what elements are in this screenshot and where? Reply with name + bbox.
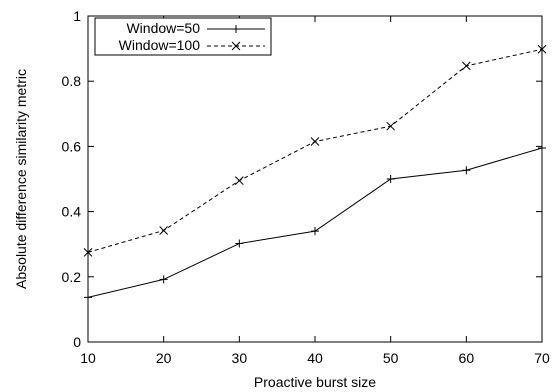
data-point (159, 226, 169, 235)
data-point (386, 175, 395, 183)
x-tick-label: 50 (383, 350, 399, 366)
y-axis: 0 0.2 0.4 0.6 0.8 1 (62, 8, 542, 350)
data-point (84, 293, 92, 302)
data-point (461, 61, 471, 71)
legend-label-window-100: Window=100 (119, 37, 201, 53)
legend-marker-1 (232, 25, 240, 33)
series-layer (83, 44, 547, 302)
y-tick-label: 1 (73, 8, 81, 24)
series-2 (83, 44, 547, 257)
data-point (386, 121, 396, 131)
x-axis: 10 20 30 40 50 60 70 (80, 16, 550, 366)
legend: Window=50 Window=100 (94, 17, 272, 56)
plot-frame (87, 15, 543, 343)
series-line-2 (87, 48, 543, 253)
x-tick-label: 60 (459, 350, 475, 366)
y-tick-label: 0.8 (62, 73, 82, 89)
data-point (311, 227, 319, 236)
x-tick-label: 70 (534, 350, 550, 366)
series-1 (84, 144, 546, 302)
x-tick-label: 30 (232, 350, 248, 366)
x-tick-label: 40 (307, 350, 323, 366)
x-tick-label: 20 (156, 350, 172, 366)
data-point (310, 137, 320, 146)
x-tick-label: 10 (80, 350, 96, 366)
legend-marker-2 (231, 41, 241, 51)
data-point (159, 275, 168, 284)
data-point (234, 176, 244, 185)
y-axis-title: Absolute difference similarity metric (13, 69, 29, 289)
y-tick-label: 0 (73, 334, 81, 350)
series-line-1 (87, 147, 543, 298)
legend-box (94, 17, 272, 56)
x-axis-title: Proactive burst size (254, 374, 376, 390)
y-tick-label: 0.4 (62, 204, 82, 220)
data-point (462, 166, 471, 175)
y-tick-label: 0.2 (62, 269, 82, 285)
data-point (83, 247, 93, 257)
data-point (235, 239, 244, 248)
data-point (537, 44, 547, 54)
data-point (538, 144, 546, 153)
y-tick-label: 0.6 (62, 138, 82, 154)
legend-label-window-50: Window=50 (126, 20, 200, 36)
